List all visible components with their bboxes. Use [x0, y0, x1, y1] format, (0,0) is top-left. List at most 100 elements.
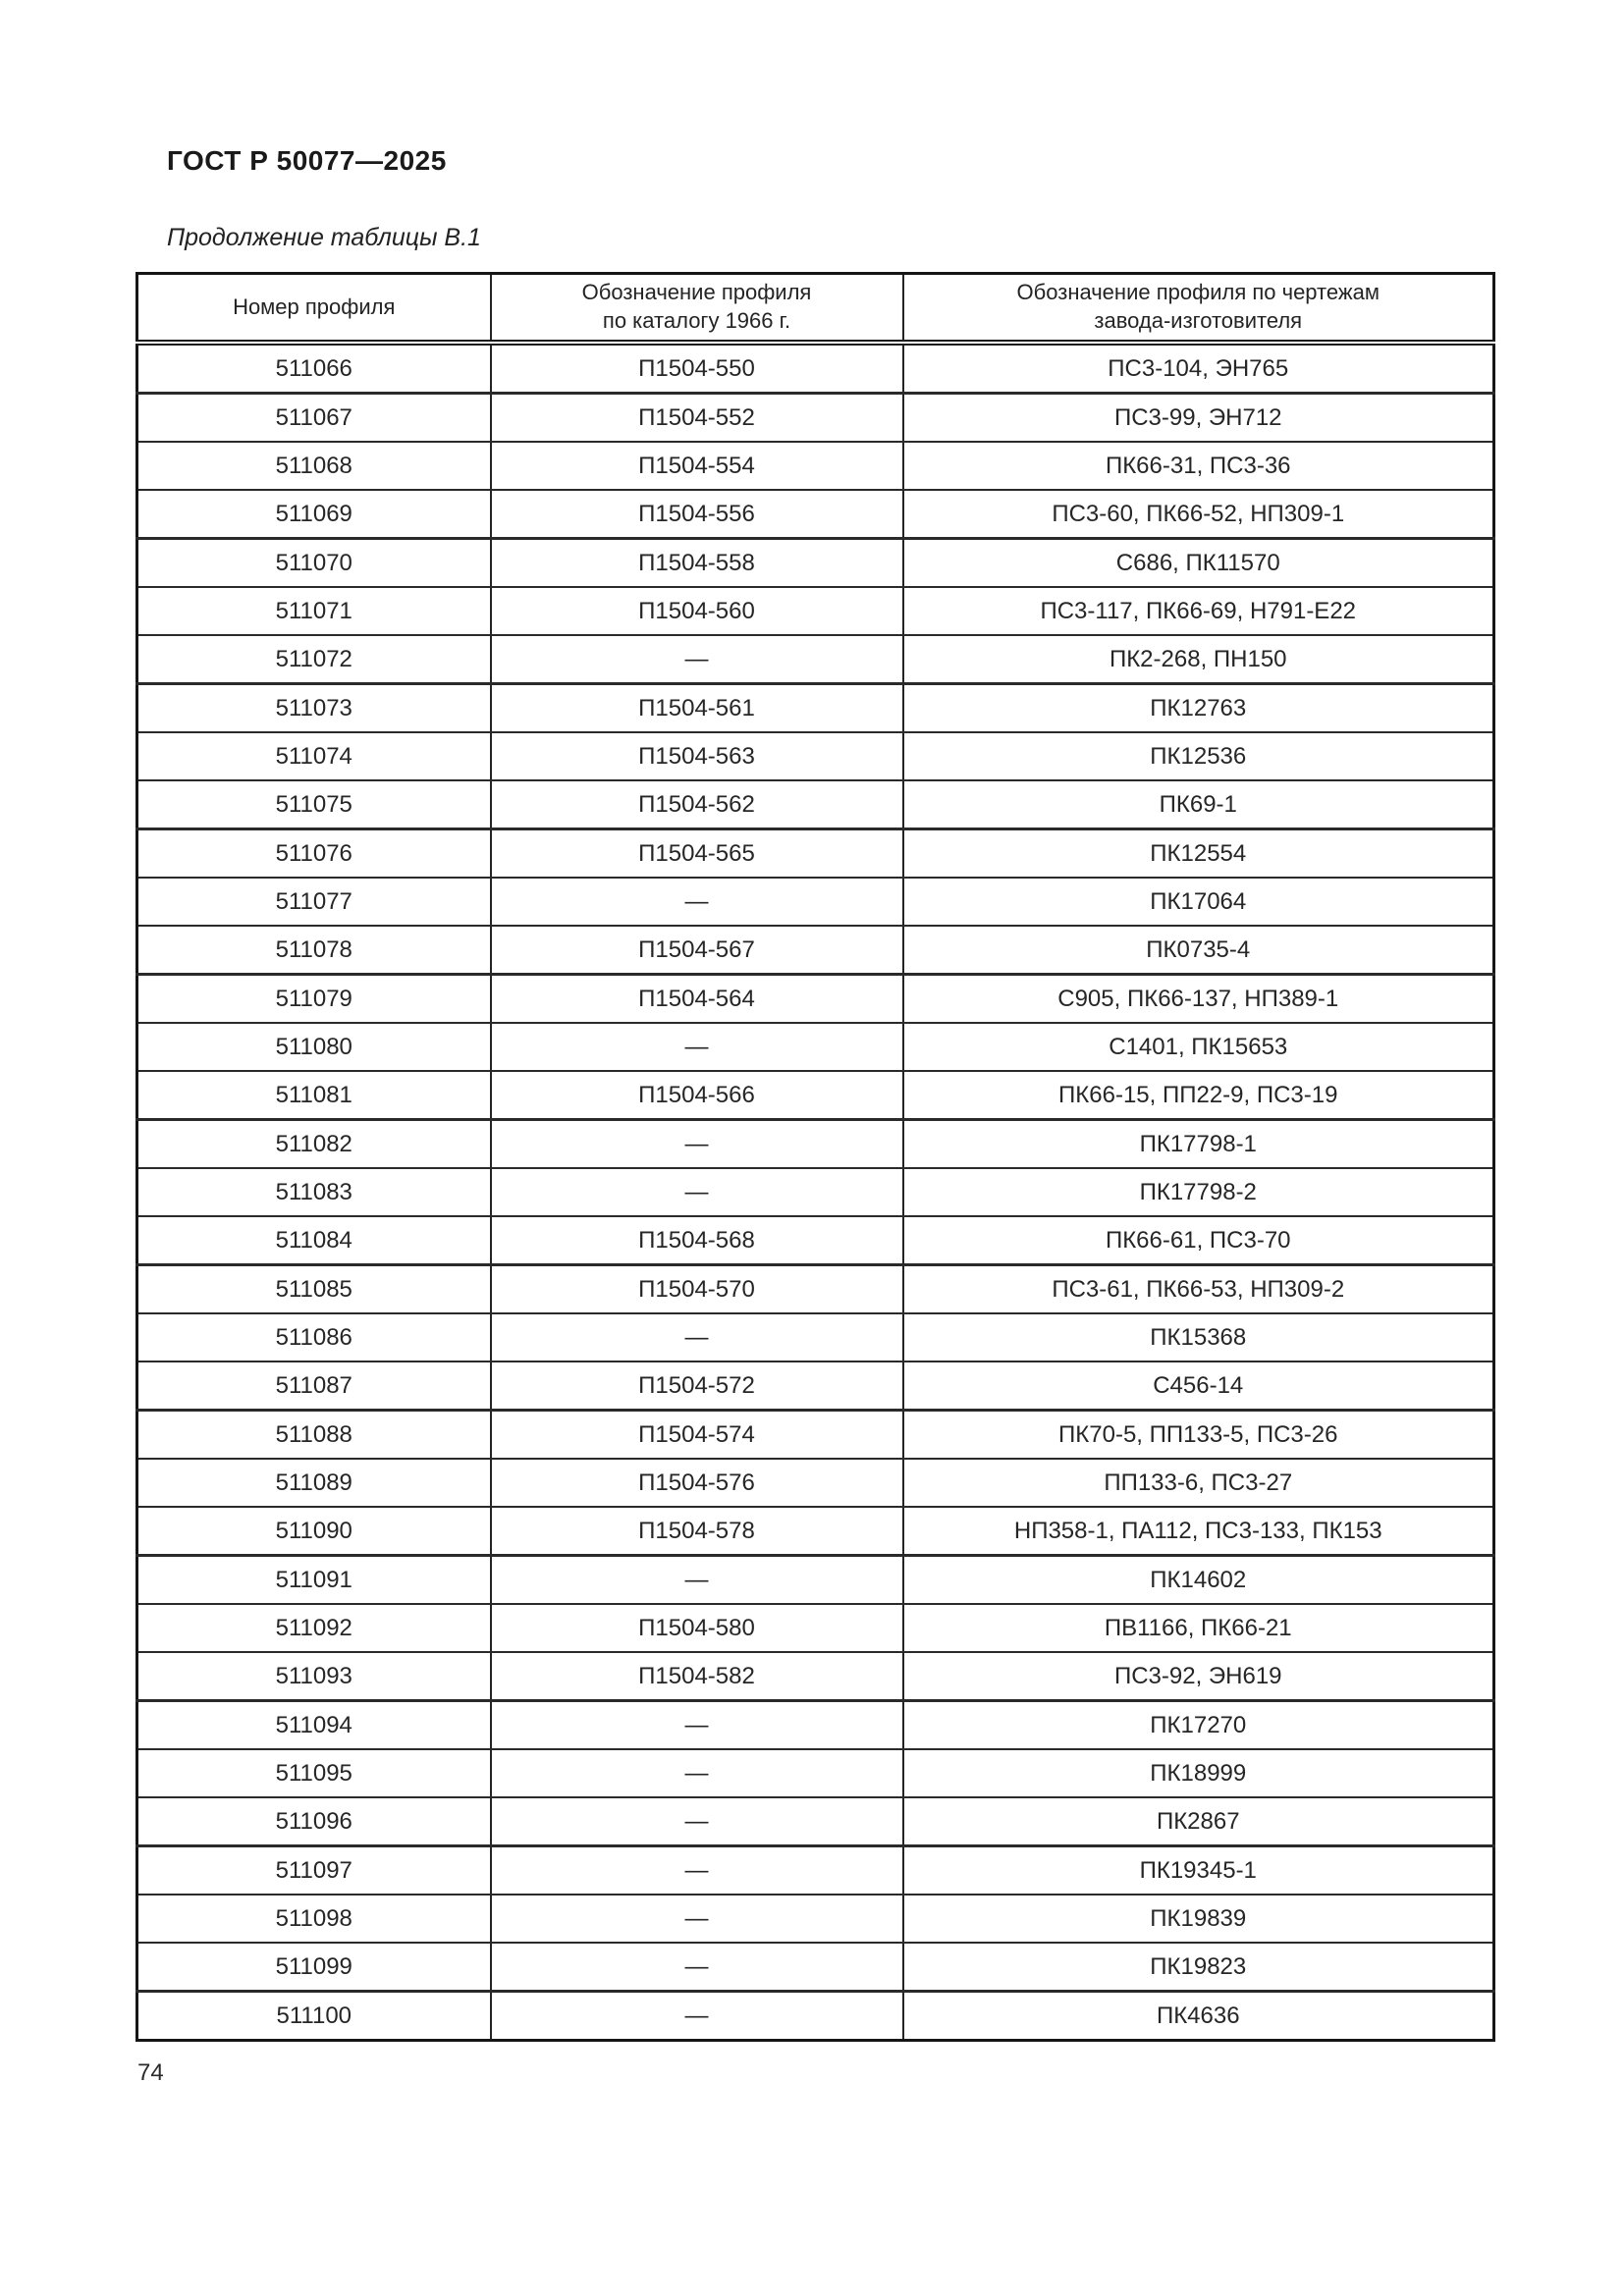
cell-catalog_1966: —	[489, 1699, 904, 1750]
cell-catalog_1966: П1504-574	[489, 1409, 904, 1460]
cell-catalog_1966: —	[489, 634, 904, 685]
table-row: 511078 П1504-567 ПК0735-4	[135, 925, 1495, 976]
cell-factory_drawings: ПК15368	[901, 1312, 1495, 1362]
cell-factory_drawings: ПК17798-1	[901, 1118, 1495, 1169]
cell-catalog_1966: П1504-568	[489, 1215, 904, 1266]
cell-factory_drawings: ПК17064	[901, 877, 1495, 927]
cell-catalog_1966: П1504-576	[489, 1458, 904, 1508]
cell-factory_drawings: ПК66-61, ПС3-70	[901, 1215, 1495, 1266]
table-row: 511079 П1504-564 С905, ПК66-137, НП389-1	[135, 973, 1495, 1024]
cell-catalog_1966: П1504-558	[489, 537, 904, 588]
cell-number: 511086	[135, 1312, 492, 1362]
table-row: 511076 П1504-565 ПК12554	[135, 828, 1495, 879]
cell-number: 511067	[135, 392, 492, 443]
cell-catalog_1966: —	[489, 1894, 904, 1944]
cell-catalog_1966: П1504-560	[489, 586, 904, 636]
cell-number: 511089	[135, 1458, 492, 1508]
cell-factory_drawings: ПС3-104, ЭН765	[901, 342, 1495, 395]
cell-factory_drawings: С456-14	[901, 1361, 1495, 1412]
cell-catalog_1966: П1504-550	[489, 342, 904, 395]
table-row: 511090 П1504-578 НП358-1, ПА112, ПС3-133, …	[135, 1506, 1495, 1557]
cell-number: 511100	[135, 1990, 492, 2042]
cell-number: 511088	[135, 1409, 492, 1460]
cell-number: 511091	[135, 1554, 492, 1605]
cell-catalog_1966: П1504-582	[489, 1651, 904, 1702]
table-header: Номер профиля Обозначение профиля по кат…	[135, 273, 1495, 346]
table-row: 511100— ПК4636	[135, 1990, 1495, 2042]
cell-number: 511080	[135, 1022, 492, 1072]
cell-factory_drawings: ПК19839	[901, 1894, 1495, 1944]
cell-number: 511077	[135, 877, 492, 927]
cell-catalog_1966: —	[489, 1167, 904, 1217]
cell-factory_drawings: С1401, ПК15653	[901, 1022, 1495, 1072]
cell-catalog_1966: —	[489, 1554, 904, 1605]
cell-catalog_1966: П1504-580	[489, 1603, 904, 1653]
table-row: 511087 П1504-572 С456-14	[135, 1361, 1495, 1412]
cell-catalog_1966: П1504-567	[489, 925, 904, 976]
cell-factory_drawings: ПС3-99, ЭН712	[901, 392, 1495, 443]
cell-factory_drawings: ПК70-5, ПП133-5, ПС3-26	[901, 1409, 1495, 1460]
table-row: 511098— ПК19839	[135, 1894, 1495, 1944]
table-row: 511092 П1504-580 ПВ1166, ПК66-21	[135, 1603, 1495, 1653]
cell-factory_drawings: ПК17270	[901, 1699, 1495, 1750]
cell-number: 511072	[135, 634, 492, 685]
cell-number: 511098	[135, 1894, 492, 1944]
table-row: 511093 П1504-582 ПС3-92, ЭН619	[135, 1651, 1495, 1702]
cell-factory_drawings: ПК66-15, ПП22-9, ПС3-19	[901, 1070, 1495, 1121]
profiles-table: Номер профиля Обозначение профиля по кат…	[135, 272, 1495, 2042]
cell-number: 511076	[135, 828, 492, 879]
cell-catalog_1966: П1504-561	[489, 682, 904, 733]
cell-number: 511079	[135, 973, 492, 1024]
cell-catalog_1966: П1504-562	[489, 779, 904, 830]
table-row: 511075 П1504-562 ПК69-1	[135, 779, 1495, 830]
cell-factory_drawings: ПК12536	[901, 731, 1495, 781]
table-row: 511095— ПК18999	[135, 1748, 1495, 1798]
table-row: 511072— ПК2-268, ПН150	[135, 634, 1495, 685]
cell-number: 511066	[135, 342, 492, 395]
table-body: 511066 П1504-550 ПС3-104, ЭН765 511067 П1504…	[135, 342, 1495, 2042]
cell-factory_drawings: ПК12554	[901, 828, 1495, 879]
cell-number: 511082	[135, 1118, 492, 1169]
cell-number: 511087	[135, 1361, 492, 1412]
table-row: 511074 П1504-563 ПК12536	[135, 731, 1495, 781]
table-row: 511084 П1504-568 ПК66-61, ПС3-70	[135, 1215, 1495, 1266]
cell-catalog_1966: —	[489, 1942, 904, 1993]
cell-factory_drawings: ПВ1166, ПК66-21	[901, 1603, 1495, 1653]
table-row: 511083— ПК17798-2	[135, 1167, 1495, 1217]
cell-number: 511097	[135, 1844, 492, 1896]
page-number: 74	[137, 2059, 164, 2086]
table-row: 511086— ПК15368	[135, 1312, 1495, 1362]
cell-catalog_1966: П1504-554	[489, 441, 904, 491]
cell-number: 511096	[135, 1796, 492, 1847]
table-row: 511097— ПК19345-1	[135, 1844, 1495, 1896]
cell-catalog_1966: П1504-566	[489, 1070, 904, 1121]
cell-factory_drawings: ПК4636	[901, 1990, 1495, 2042]
cell-number: 511069	[135, 489, 492, 540]
cell-number: 511073	[135, 682, 492, 733]
cell-catalog_1966: —	[489, 1796, 904, 1847]
table-caption: Продолжение таблицы В.1	[167, 224, 481, 251]
cell-factory_drawings: ПК14602	[901, 1554, 1495, 1605]
cell-number: 511070	[135, 537, 492, 588]
cell-factory_drawings: ПП133-6, ПС3-27	[901, 1458, 1495, 1508]
cell-number: 511093	[135, 1651, 492, 1702]
cell-factory_drawings: ПК2867	[901, 1796, 1495, 1847]
cell-catalog_1966: П1504-572	[489, 1361, 904, 1412]
cell-catalog_1966: —	[489, 1118, 904, 1169]
cell-factory_drawings: НП358-1, ПА112, ПС3-133, ПК153	[901, 1506, 1495, 1557]
cell-factory_drawings: ПС3-60, ПК66-52, НП309-1	[901, 489, 1495, 540]
table-row: 511071 П1504-560 ПС3-117, ПК66-69, Н791-Е2…	[135, 586, 1495, 636]
cell-number: 511081	[135, 1070, 492, 1121]
doc-code: ГОСТ Р 50077—2025	[167, 145, 447, 176]
table-row: 511068 П1504-554 ПК66-31, ПС3-36	[135, 441, 1495, 491]
cell-catalog_1966: П1504-552	[489, 392, 904, 443]
table-row: 511085 П1504-570 ПС3-61, ПК66-53, НП309-2	[135, 1263, 1495, 1314]
cell-catalog_1966: —	[489, 877, 904, 927]
cell-factory_drawings: ПС3-117, ПК66-69, Н791-Е22	[901, 586, 1495, 636]
cell-catalog_1966: П1504-556	[489, 489, 904, 540]
cell-factory_drawings: ПК66-31, ПС3-36	[901, 441, 1495, 491]
table-row: 511088 П1504-574 ПК70-5, ПП133-5, ПС3-26	[135, 1409, 1495, 1460]
cell-factory_drawings: ПС3-92, ЭН619	[901, 1651, 1495, 1702]
table-row: 511067 П1504-552 ПС3-99, ЭН712	[135, 392, 1495, 443]
